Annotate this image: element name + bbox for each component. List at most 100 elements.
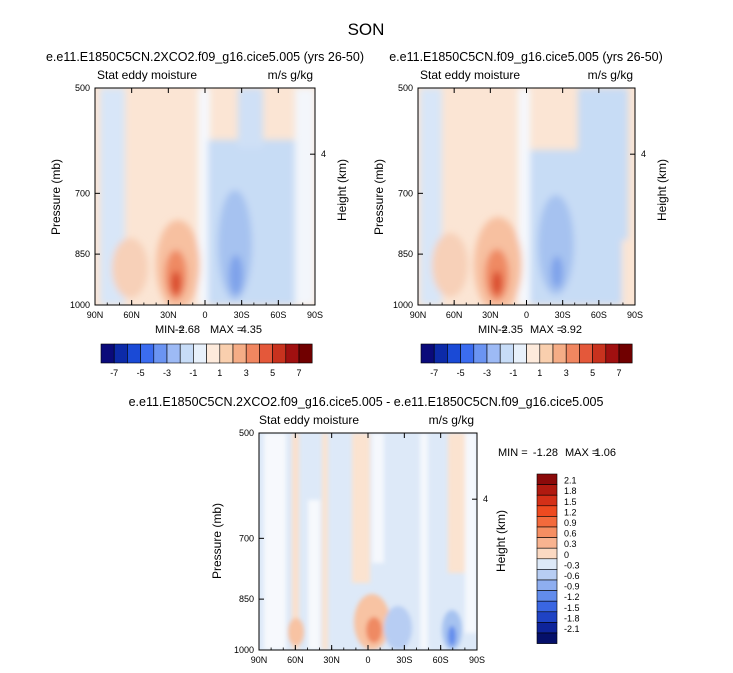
panel-2-min-label: MIN = — [478, 324, 508, 336]
panel-1: e.e11.E1850C5CN.2XCO2.f09_g16.cice5.005 … — [46, 50, 364, 378]
colorbar-label: 5 — [270, 368, 275, 378]
y-tick-label: 850 — [398, 249, 413, 259]
panel-1-blob-orange-3 — [171, 271, 181, 295]
panel-2-band-sh-blue-top — [578, 88, 628, 305]
panel-3-stripe-nh-white-2 — [308, 500, 320, 650]
colorbar-swatch — [536, 494, 558, 507]
panel-2-y-axis: 500 700 850 1000 4 — [393, 83, 646, 310]
panel-3-y-axis: 500 700 850 1000 4 — [234, 428, 488, 655]
colorbar-label: 2.1 — [564, 476, 577, 486]
x-tick-label: 0 — [365, 655, 370, 665]
panel-2: e.e11.E1850C5CN.f09_g16.cice5.005 (yrs 2… — [372, 50, 669, 378]
panel-1-band-sh-blue-top — [238, 88, 263, 148]
colorbar-swatch — [259, 343, 273, 364]
x-tick-label: 60S — [270, 310, 286, 320]
colorbar-label: -0.3 — [564, 560, 580, 570]
panel-2-blob-orange-3 — [492, 271, 502, 295]
x-tick-label: 0 — [202, 310, 207, 320]
colorbar-swatch — [513, 343, 527, 364]
colorbar-swatch — [460, 343, 475, 364]
panel-3-min-label: MIN = — [498, 447, 528, 459]
colorbar-swatch — [433, 343, 448, 364]
x-tick-label: 60S — [433, 655, 449, 665]
colorbar-swatch — [447, 343, 461, 364]
panel-3-stripe-sh-orange — [448, 433, 468, 573]
x-tick-label: 0 — [524, 310, 529, 320]
panel-3-max-value: 1.06 — [595, 447, 616, 459]
y-tick-label: 700 — [239, 533, 254, 543]
x-tick-label: 60N — [446, 310, 463, 320]
panel-1-min-label: MIN = — [155, 324, 185, 336]
colorbar-label: 0.9 — [564, 518, 577, 528]
colorbar-swatch — [536, 484, 558, 496]
panel-3-units: m/s g/kg — [429, 413, 474, 427]
panel-1-band-sh-white — [295, 88, 315, 305]
colorbar-label: -0.9 — [564, 582, 580, 592]
colorbar-swatch — [298, 343, 313, 364]
panel-3-stripe-sh-white-2 — [465, 433, 477, 633]
panel-3-colorbar: 2.11.81.51.20.90.60.30-0.3-0.6-0.9-1.2-1… — [536, 473, 580, 644]
panel-2-blob-blue-1 — [538, 195, 574, 295]
panel-3-min-value: -1.28 — [533, 447, 558, 459]
colorbar-swatch — [536, 632, 558, 644]
colorbar-label: -1 — [189, 368, 197, 378]
x-tick-label: 30S — [555, 310, 571, 320]
y-tick-label: 500 — [75, 83, 90, 93]
y-tick-label: 1000 — [393, 300, 413, 310]
colorbar-label: -3 — [483, 368, 491, 378]
x-tick-label: 60N — [123, 310, 140, 320]
colorbar-swatch — [552, 343, 567, 364]
colorbar-swatch — [219, 343, 234, 364]
panel-1-min-value: -2.68 — [175, 324, 200, 336]
panel-2-ylabel-right: Height (km) — [655, 159, 669, 221]
panel-1-left-label: Stat eddy moisture — [97, 68, 197, 82]
panel-1-field — [95, 88, 315, 305]
panel-1-max-label: MAX = — [210, 324, 243, 336]
colorbar-swatch — [536, 622, 558, 634]
colorbar-swatch — [272, 343, 287, 364]
x-tick-label: 90S — [469, 655, 485, 665]
x-tick-label: 90N — [87, 310, 104, 320]
colorbar-label: 7 — [616, 368, 621, 378]
panel-3-field — [259, 433, 477, 650]
colorbar-swatch — [536, 537, 558, 549]
panel-3-ylabel-right: Height (km) — [494, 510, 508, 572]
panel-3-stripe-tropic-orange — [352, 433, 370, 583]
panel-3-stripe-nh-orange-2 — [322, 433, 328, 650]
panel-3-blob-orange-2 — [366, 617, 382, 643]
panel-1-units: m/s g/kg — [268, 68, 313, 82]
panel-2-x-axis: 90N 60N 30N 0 30S 60S 90S — [410, 88, 643, 320]
colorbar-swatch — [536, 526, 558, 538]
panel-2-max-value: 3.92 — [561, 324, 582, 336]
y-tick-label: 850 — [239, 594, 254, 604]
colorbar-swatch — [127, 343, 141, 364]
panel-2-max-label: MAX = — [530, 324, 563, 336]
colorbar-label: -3 — [163, 368, 171, 378]
colorbar-swatch — [206, 343, 221, 364]
colorbar-swatch — [605, 343, 620, 364]
colorbar-swatch — [113, 343, 128, 364]
panel-3-blob-blue-3 — [448, 626, 456, 646]
colorbar-label: -1 — [509, 368, 517, 378]
colorbar-swatch — [536, 590, 558, 602]
panel-2-min-value: -2.35 — [498, 324, 523, 336]
panel-1-ylabel: Pressure (mb) — [49, 159, 63, 235]
colorbar-label: 0.6 — [564, 529, 577, 539]
colorbar-swatch — [245, 343, 260, 364]
x-tick-label: 60N — [287, 655, 304, 665]
colorbar-swatch — [536, 547, 558, 560]
x-tick-label: 90S — [627, 310, 643, 320]
y-right-tick-label: 4 — [483, 494, 488, 504]
colorbar-label: -0.6 — [564, 571, 580, 581]
panel-1-x-axis: 90N 60N 30N 0 30S 60S 90S — [87, 88, 323, 320]
colorbar-swatch — [536, 600, 558, 613]
y-tick-label: 700 — [75, 188, 90, 198]
colorbar-swatch — [536, 569, 558, 581]
panel-3-stripe-nh-orange-1 — [292, 433, 299, 650]
colorbar-label: -7 — [430, 368, 438, 378]
colorbar-label: -2.1 — [564, 624, 580, 634]
y-tick-label: 1000 — [234, 645, 254, 655]
panel-3-title: e.e11.E1850C5CN.2XCO2.f09_g16.cice5.005 … — [129, 395, 604, 409]
colorbar-swatch — [486, 343, 501, 364]
colorbar-swatch — [499, 343, 514, 364]
